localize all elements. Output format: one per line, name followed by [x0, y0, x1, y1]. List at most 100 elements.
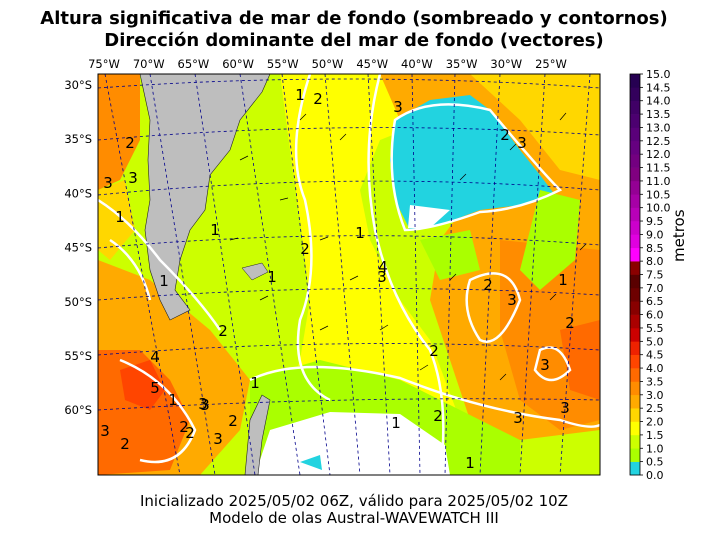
contour-label: 3: [198, 395, 208, 413]
contour-label: 3: [200, 396, 210, 414]
contour-label: 2: [125, 134, 135, 152]
contour-label: 1: [465, 454, 475, 472]
colorbar-tick-label: 14.5: [646, 81, 671, 94]
colorbar-tick-label: 1.5: [646, 429, 664, 442]
colorbar-segment: [630, 140, 640, 155]
colorbar-tick-label: 11.0: [646, 175, 671, 188]
colorbar-tick-label: 5.0: [646, 335, 664, 348]
colorbar-segment: [630, 314, 640, 329]
colorbar-tick-label: 0.0: [646, 469, 664, 482]
colorbar-segment: [630, 287, 640, 302]
contour-label: 3: [213, 430, 223, 448]
colorbar-tick-label: 5.5: [646, 322, 664, 335]
contour-label: 2: [228, 412, 238, 430]
colorbar-tick-label: 0.5: [646, 456, 664, 469]
latitude-label: 30°S: [64, 78, 92, 92]
colorbar-segment: [630, 341, 640, 355]
colorbar-segment: [630, 368, 640, 382]
contour-label: 2: [433, 407, 443, 425]
colorbar-segment: [630, 381, 640, 396]
footer-model: Modelo de olas Austral-WAVEWATCH III: [209, 509, 499, 527]
contour-label: 3: [377, 268, 387, 286]
contour-label: 3: [128, 169, 138, 187]
contour-label: 5: [150, 379, 160, 397]
colorbar-segment: [630, 180, 640, 195]
colorbar-segment: [630, 87, 640, 102]
colorbar-segment: [630, 100, 640, 115]
contour-label: 1: [250, 374, 260, 392]
latitude-label: 60°S: [64, 403, 92, 417]
contour-label: 1: [558, 271, 568, 289]
colorbar-ticks: 0.00.51.01.52.02.53.03.54.04.55.05.56.06…: [640, 68, 671, 482]
contour-label: 3: [507, 291, 517, 309]
colorbar-segment: [630, 114, 640, 128]
map-title: Altura significativa de mar de fondo (so…: [40, 8, 668, 29]
longitude-label: 75°W: [88, 57, 120, 71]
colorbar-tick-label: 1.0: [646, 442, 664, 455]
contour-label: 2: [565, 314, 575, 332]
colorbar-segment: [630, 421, 640, 436]
colorbar-segment: [630, 234, 640, 249]
colorbar-segment: [630, 327, 640, 342]
longitude-label: 25°W: [535, 57, 567, 71]
colorbar-tick-label: 7.0: [646, 282, 664, 295]
colorbar-segment: [630, 301, 640, 315]
colorbar-tick-label: 7.5: [646, 269, 664, 282]
longitude-label: 30°W: [490, 57, 522, 71]
colorbar-tick-label: 2.0: [646, 416, 664, 429]
colorbar-tick-label: 9.5: [646, 215, 664, 228]
footer-valid-time: Inicializado 2025/05/02 06Z, válido para…: [140, 492, 568, 510]
contour-label: 1: [355, 224, 365, 242]
colorbar-tick-label: 13.0: [646, 121, 671, 134]
colorbar-tick-label: 8.0: [646, 255, 664, 268]
colorbar-tick-label: 6.0: [646, 309, 664, 322]
colorbar-segment: [630, 167, 640, 182]
colorbar-segment: [630, 408, 640, 422]
colorbar-label: metros: [670, 209, 688, 262]
longitude-label: 70°W: [133, 57, 165, 71]
map-subtitle: Dirección dominante del mar de fondo (ve…: [104, 30, 604, 51]
contour-label: 2: [429, 342, 439, 360]
map-frame: [97, 73, 601, 476]
colorbar-tick-label: 15.0: [646, 68, 671, 81]
colorbar-tick-label: 2.5: [646, 402, 664, 415]
map-field: [98, 74, 600, 475]
colorbar-tick-label: 9.0: [646, 228, 664, 241]
contour-label: 3: [517, 134, 527, 152]
colorbar: [629, 73, 641, 476]
contour-label: 2: [300, 240, 310, 258]
contour-label: 3: [560, 399, 570, 417]
colorbar-segment: [630, 261, 640, 275]
contour-label: 2: [313, 90, 323, 108]
colorbar-tick-label: 10.0: [646, 202, 671, 215]
contour-label: 1: [267, 268, 277, 286]
longitude-label: 45°W: [356, 57, 388, 71]
contour-label: 1: [159, 272, 169, 290]
contour-label: 2: [185, 424, 195, 442]
contour-label: 1: [295, 86, 305, 104]
colorbar-tick-label: 14.0: [646, 95, 671, 108]
contour-label: 2: [120, 435, 130, 453]
contour-label: 3: [103, 174, 113, 192]
longitude-labels: 75°W 70°W 65°W 60°W 55°W 50°W 45°W 40°W 35°W 30°W…: [88, 57, 567, 71]
longitude-label: 65°W: [178, 57, 210, 71]
colorbar-segment: [630, 274, 640, 289]
colorbar-segment: [630, 194, 640, 208]
contour-label: 2: [218, 322, 228, 340]
colorbar-tick-label: 13.5: [646, 108, 671, 121]
contour-label: 4: [150, 348, 160, 366]
longitude-label: 35°W: [446, 57, 478, 71]
colorbar-segment: [630, 448, 640, 462]
longitude-label: 50°W: [312, 57, 344, 71]
latitude-label: 50°S: [64, 295, 92, 309]
contour-label: 2: [500, 126, 510, 144]
contour-label: 2: [179, 418, 189, 436]
latitude-label: 35°S: [64, 132, 92, 146]
colorbar-segment: [630, 354, 640, 369]
colorbar-tick-label: 12.5: [646, 135, 671, 148]
colorbar-tick-label: 3.5: [646, 375, 664, 388]
colorbar-tick-label: 3.0: [646, 389, 664, 402]
latitude-label: 45°S: [64, 241, 92, 255]
contour-label: 2: [483, 276, 493, 294]
